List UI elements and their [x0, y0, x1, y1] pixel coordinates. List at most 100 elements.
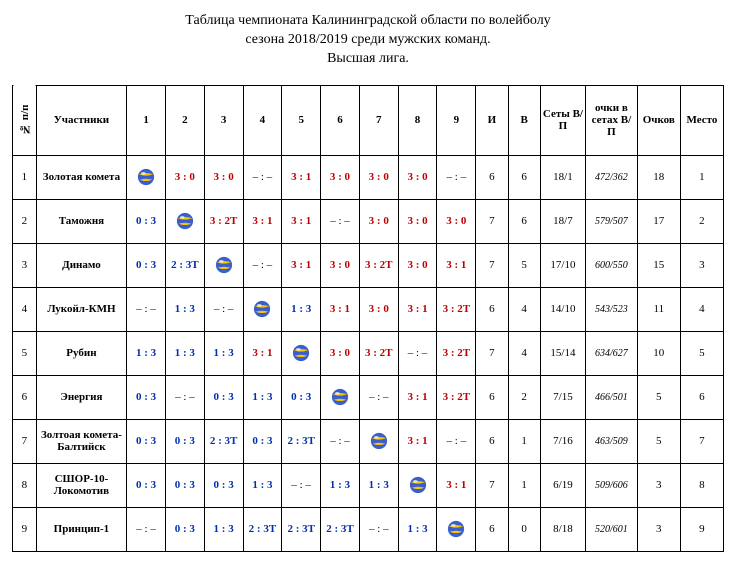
cell-score: 3 : 0: [165, 155, 204, 199]
cell-B: 1: [508, 463, 540, 507]
table-row: 9Принцип-1– : –0 : 31 : 32 : 3Т2 : 3Т2 :…: [13, 507, 724, 551]
cell-I: 7: [476, 331, 508, 375]
cell-ochkov: 3: [637, 507, 680, 551]
cell-score: – : –: [243, 243, 282, 287]
cell-B: 4: [508, 287, 540, 331]
cell-sets: 17/10: [540, 243, 585, 287]
cell-team: Динамо: [36, 243, 126, 287]
cell-score: 1 : 3: [359, 463, 398, 507]
cell-idx: 5: [13, 331, 37, 375]
cell-I: 6: [476, 419, 508, 463]
table-row: 3Динамо0 : 32 : 3Т– : –3 : 13 : 03 : 2Т3…: [13, 243, 724, 287]
cell-score: 3 : 0: [321, 155, 360, 199]
col-round: 3: [204, 85, 243, 155]
cell-score: 3 : 2Т: [359, 331, 398, 375]
cell-score: – : –: [398, 331, 437, 375]
cell-sets: 8/18: [540, 507, 585, 551]
cell-team: Принцип-1: [36, 507, 126, 551]
cell-self: [204, 243, 243, 287]
cell-B: 6: [508, 155, 540, 199]
cell-score: 3 : 2Т: [359, 243, 398, 287]
title-line-3: Высшая лига.: [12, 50, 724, 69]
cell-B: 0: [508, 507, 540, 551]
cell-place: 4: [680, 287, 723, 331]
cell-score: 1 : 3: [204, 331, 243, 375]
cell-idx: 7: [13, 419, 37, 463]
cell-ochkov: 5: [637, 375, 680, 419]
cell-place: 6: [680, 375, 723, 419]
cell-score: 3 : 0: [398, 155, 437, 199]
cell-B: 6: [508, 199, 540, 243]
cell-self: [165, 199, 204, 243]
cell-score: 3 : 1: [282, 199, 321, 243]
cell-score: 3 : 1: [243, 199, 282, 243]
cell-score: 0 : 3: [127, 375, 166, 419]
cell-self: [398, 463, 437, 507]
cell-score: 2 : 3Т: [282, 419, 321, 463]
cell-score: 3 : 1: [437, 463, 476, 507]
cell-score: 3 : 0: [321, 331, 360, 375]
cell-score: 3 : 0: [359, 199, 398, 243]
table-row: 6Энергия0 : 3– : –0 : 31 : 30 : 3– : –3 …: [13, 375, 724, 419]
cell-score: 3 : 1: [398, 287, 437, 331]
cell-score: – : –: [127, 287, 166, 331]
page-title: Таблица чемпионата Калининградской облас…: [12, 12, 724, 69]
cell-self: [321, 375, 360, 419]
cell-score: – : –: [282, 463, 321, 507]
cell-sets: 14/10: [540, 287, 585, 331]
col-round: 6: [321, 85, 360, 155]
header-row: № п/п Участники 1 2 3 4 5 6 7 8 9 И В Се…: [13, 85, 724, 155]
cell-self: [243, 287, 282, 331]
table-row: 1Золотая комета3 : 03 : 0– : –3 : 13 : 0…: [13, 155, 724, 199]
col-I: И: [476, 85, 508, 155]
cell-score: 3 : 1: [321, 287, 360, 331]
cell-idx: 4: [13, 287, 37, 331]
cell-pts: 634/627: [586, 331, 638, 375]
cell-score: 3 : 1: [282, 243, 321, 287]
cell-ochkov: 5: [637, 419, 680, 463]
cell-score: 3 : 0: [204, 155, 243, 199]
cell-score: 1 : 3: [321, 463, 360, 507]
cell-ochkov: 10: [637, 331, 680, 375]
cell-place: 7: [680, 419, 723, 463]
cell-place: 3: [680, 243, 723, 287]
cell-ochkov: 15: [637, 243, 680, 287]
title-line-2: сезона 2018/2019 среди мужских команд.: [12, 31, 724, 50]
cell-I: 7: [476, 463, 508, 507]
cell-score: 1 : 3: [243, 463, 282, 507]
cell-idx: 6: [13, 375, 37, 419]
cell-I: 6: [476, 375, 508, 419]
cell-score: 0 : 3: [204, 375, 243, 419]
cell-sets: 6/19: [540, 463, 585, 507]
cell-self: [282, 331, 321, 375]
cell-team: СШОР-10-Локомотив: [36, 463, 126, 507]
cell-score: 2 : 3Т: [165, 243, 204, 287]
cell-team: Лукойл-КМН: [36, 287, 126, 331]
cell-score: 0 : 3: [243, 419, 282, 463]
cell-self: [437, 507, 476, 551]
cell-score: – : –: [204, 287, 243, 331]
cell-score: 2 : 3Т: [204, 419, 243, 463]
table-body: 1Золотая комета3 : 03 : 0– : –3 : 13 : 0…: [13, 155, 724, 551]
cell-score: 0 : 3: [127, 463, 166, 507]
cell-score: 1 : 3: [127, 331, 166, 375]
cell-score: 3 : 2Т: [437, 375, 476, 419]
cell-I: 7: [476, 243, 508, 287]
cell-score: 3 : 0: [321, 243, 360, 287]
col-team: Участники: [36, 85, 126, 155]
cell-sets: 15/14: [540, 331, 585, 375]
cell-score: 3 : 1: [282, 155, 321, 199]
cell-pts: 472/362: [586, 155, 638, 199]
cell-ochkov: 18: [637, 155, 680, 199]
col-round: 2: [165, 85, 204, 155]
cell-sets: 7/16: [540, 419, 585, 463]
cell-sets: 18/7: [540, 199, 585, 243]
cell-team: Таможня: [36, 199, 126, 243]
cell-I: 6: [476, 287, 508, 331]
cell-score: – : –: [359, 375, 398, 419]
col-B: В: [508, 85, 540, 155]
cell-B: 4: [508, 331, 540, 375]
cell-score: – : –: [321, 419, 360, 463]
cell-score: 2 : 3Т: [282, 507, 321, 551]
cell-pts: 520/601: [586, 507, 638, 551]
